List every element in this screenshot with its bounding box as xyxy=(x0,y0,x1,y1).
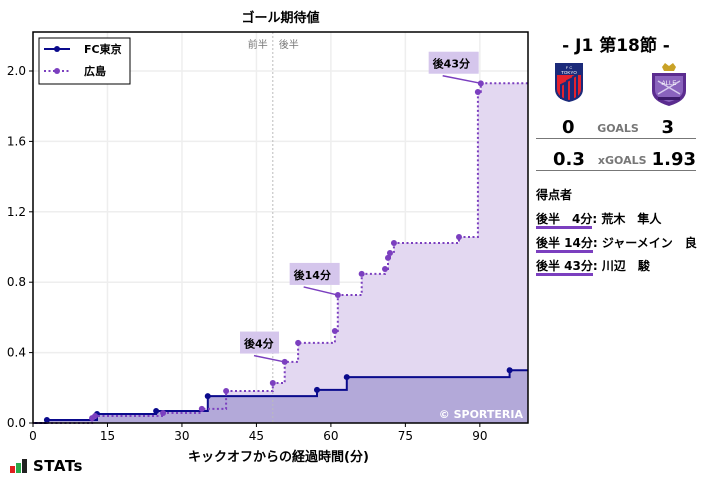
xg-line-away xyxy=(33,82,528,424)
x-tick-label: 60 xyxy=(323,429,338,443)
data-point xyxy=(269,380,276,387)
data-point xyxy=(204,393,211,400)
xgoals-label: xGOALS xyxy=(597,154,647,167)
data-point xyxy=(331,327,338,334)
svg-text:ALLE: ALLE xyxy=(662,81,677,87)
bar-chart-icon xyxy=(10,459,27,473)
scorer-item: 後半 4分: 荒木 隼人 xyxy=(536,210,662,229)
data-point xyxy=(160,409,167,416)
stats-logo-text: STATs xyxy=(33,457,83,475)
sanfrecce-hiroshima-crest-icon: ALLE xyxy=(652,63,686,106)
home-goals: 0 xyxy=(562,117,575,138)
goal-annotation-arrow xyxy=(442,74,481,85)
first-half-label: 前半 xyxy=(248,38,268,51)
goal-annotation-label: 後14分 xyxy=(294,268,331,282)
legend-marker xyxy=(54,46,60,52)
goal-annotation-arrow xyxy=(303,286,339,296)
data-point xyxy=(474,88,481,95)
x-axis-label: キックオフからの経過時間(分) xyxy=(188,449,369,465)
legend-label: FC東京 xyxy=(84,42,122,56)
svg-text:F C: F C xyxy=(566,65,573,70)
scorer-time: 後半 4分 xyxy=(536,212,593,229)
fc-tokyo-crest-icon: F C TOKYO xyxy=(555,63,583,102)
scorers-title: 得点者 xyxy=(536,188,573,202)
goal-annotation-box xyxy=(428,51,479,74)
watermark-text: © SPORTERIA xyxy=(439,408,524,421)
data-point xyxy=(343,374,350,381)
away-goals: 3 xyxy=(661,117,674,138)
legend-box xyxy=(38,37,131,85)
y-tick-label: 0.0 xyxy=(7,416,26,430)
scorer-item: 後半 43分: 川辺 駿 xyxy=(536,257,650,276)
scorer-time: 後半 43分 xyxy=(536,259,593,276)
y-tick-label: 2.0 xyxy=(7,64,26,78)
y-tick-label: 0.4 xyxy=(7,346,26,360)
x-tick-label: 75 xyxy=(398,429,413,443)
data-point xyxy=(153,408,160,415)
data-point xyxy=(313,386,320,393)
y-tick-label: 1.6 xyxy=(7,134,26,148)
data-point xyxy=(295,339,302,346)
goal-annotation-box xyxy=(240,331,280,354)
goal-annotation-label: 後43分 xyxy=(433,57,470,71)
svg-text:TOKYO: TOKYO xyxy=(561,70,577,75)
goal-annotation-arrow xyxy=(253,354,285,363)
data-point xyxy=(455,233,462,240)
x-tick-label: 90 xyxy=(472,429,487,443)
legend-label: 広島 xyxy=(84,64,106,78)
data-point xyxy=(382,266,389,272)
data-point xyxy=(358,270,365,277)
stats-logo: STATs xyxy=(10,457,83,475)
data-point xyxy=(92,412,99,419)
goals-row: 0 GOALS 3 xyxy=(536,116,696,139)
x-tick-label: 0 xyxy=(29,429,37,443)
scorer-item: 後半 14分: ジャーメイン 良 xyxy=(536,234,697,253)
plot-frame xyxy=(32,31,529,424)
x-tick-label: 15 xyxy=(100,429,115,443)
legend-marker xyxy=(54,68,60,74)
scorer-name: : 荒木 隼人 xyxy=(592,212,662,226)
xg-line-home xyxy=(33,369,528,424)
y-tick-label: 0.8 xyxy=(7,275,26,289)
x-tick-label: 45 xyxy=(249,429,264,443)
data-point xyxy=(506,367,513,374)
y-tick-label: 1.2 xyxy=(7,205,26,219)
second-half-label: 後半 xyxy=(279,38,299,51)
scorer-name: : ジャーメイン 良 xyxy=(592,236,697,250)
xg-area-away xyxy=(33,83,528,424)
data-point xyxy=(223,387,230,394)
scorer-time: 後半 14分 xyxy=(536,236,593,253)
xgoals-row: 0.3 xGOALS 1.93 xyxy=(536,147,696,171)
data-point xyxy=(198,405,205,412)
data-point xyxy=(386,249,393,256)
away-xgoals: 1.93 xyxy=(651,149,696,170)
goals-label: GOALS xyxy=(597,122,639,135)
chart-title: ゴール期待値 xyxy=(241,10,319,26)
data-point xyxy=(43,417,50,424)
data-point xyxy=(384,254,391,261)
scorer-name: : 川辺 駿 xyxy=(592,259,650,273)
x-tick-label: 30 xyxy=(174,429,189,443)
data-point xyxy=(390,239,397,246)
round-title: - J1 第18節 - xyxy=(562,36,670,56)
goal-annotation-label: 後4分 xyxy=(244,337,274,351)
home-xgoals: 0.3 xyxy=(553,149,585,170)
goal-annotation-box xyxy=(289,262,340,285)
